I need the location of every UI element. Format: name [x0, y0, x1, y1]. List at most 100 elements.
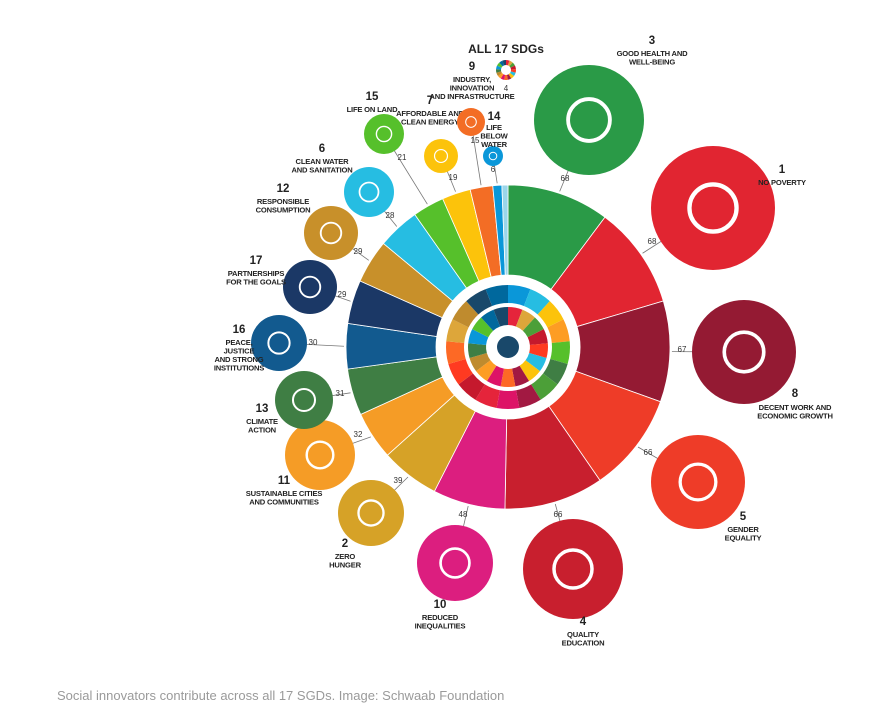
goal-number-16: 16 — [233, 324, 246, 336]
count-label-6: 28 — [386, 211, 395, 220]
goal-name-1: NO POVERTY — [758, 178, 806, 187]
count-label-4: 66 — [554, 510, 563, 519]
goal-icon-6 — [358, 181, 380, 203]
goal-icon-16 — [267, 331, 291, 355]
goal-name-16: PEACE, — [225, 338, 252, 347]
goal-name-12: CONSUMPTION — [256, 206, 311, 215]
goal-name-11: AND COMMUNITIES — [249, 498, 319, 507]
goal-bubble-14 — [483, 146, 503, 166]
goal-bubble-15 — [364, 114, 404, 154]
goal-name-14: WATER — [481, 140, 508, 149]
goal-bubble-16 — [251, 315, 307, 371]
goal-bubble-9 — [457, 108, 485, 136]
goal-bubble-7 — [424, 139, 458, 173]
goal-name-17: FOR THE GOALS — [226, 278, 286, 287]
chart-title-value: 4 — [504, 84, 509, 93]
goal-name-7: AFFORDABLE AND — [396, 109, 465, 118]
goal-name-14: LIFE — [486, 123, 502, 132]
chart-title: ALL 17 SDGs — [468, 42, 544, 56]
goal-name-4: QUALITY — [567, 630, 599, 639]
goal-name-11: SUSTAINABLE CITIES — [246, 489, 323, 498]
goal-icon-15 — [375, 125, 393, 143]
goal-number-2: 2 — [342, 538, 348, 550]
goal-name-16: INSTITUTIONS — [214, 364, 264, 373]
goal-name-9: AND INFRASTRUCTURE — [430, 92, 515, 101]
goal-bubble-1 — [651, 146, 775, 270]
goal-bubble-6 — [344, 167, 394, 217]
goal-icon-12 — [319, 221, 343, 245]
goal-name-16: AND STRONG — [214, 355, 263, 364]
goal-number-12: 12 — [277, 183, 290, 195]
goal-name-6: AND SANITATION — [291, 166, 352, 175]
goal-name-10: REDUCED — [422, 613, 459, 622]
count-label-7: 19 — [449, 173, 458, 182]
count-label-5: 66 — [644, 448, 653, 457]
goal-icon-3 — [566, 97, 612, 143]
goal-name-10: INEQUALITIES — [415, 622, 466, 631]
goal-number-4: 4 — [580, 616, 587, 628]
figure-caption: Social innovators contribute across all … — [57, 688, 505, 703]
goal-name-7: CLEAN ENERGY — [401, 118, 459, 127]
goal-name-5: EQUALITY — [725, 534, 762, 543]
goal-icon-7 — [433, 148, 449, 164]
goal-name-6: CLEAN WATER — [296, 157, 350, 166]
goal-bubble-2 — [338, 480, 404, 546]
count-label-3: 68 — [561, 174, 570, 183]
goal-bubble-13 — [275, 371, 333, 429]
goal-bubble-10 — [417, 525, 493, 601]
goal-icon-17 — [298, 275, 322, 299]
count-label-15: 21 — [398, 153, 407, 162]
count-label-11: 32 — [354, 430, 363, 439]
goal-bubble-4 — [523, 519, 623, 619]
count-label-13: 31 — [336, 389, 345, 398]
count-label-14: 6 — [491, 165, 496, 174]
sdg-ring — [345, 184, 671, 510]
goal-number-8: 8 — [792, 388, 799, 400]
goal-number-3: 3 — [649, 35, 655, 47]
goal-name-16: JUSTICE — [224, 347, 255, 356]
goal-name-12: RESPONSIBLE — [257, 197, 309, 206]
goal-number-15: 15 — [366, 91, 379, 103]
goal-bubble-12 — [304, 206, 358, 260]
goal-number-5: 5 — [740, 511, 747, 523]
center-wheel — [436, 275, 580, 419]
goal-bubble-5 — [651, 435, 745, 529]
goal-icon-5 — [678, 462, 718, 502]
goal-icon-10 — [439, 547, 471, 579]
goal-icon-14 — [488, 151, 498, 161]
goal-name-13: CLIMATE — [246, 417, 278, 426]
goal-name-2: HUNGER — [329, 561, 361, 570]
goal-name-9: INDUSTRY, — [453, 75, 491, 84]
goal-name-5: GENDER — [727, 525, 759, 534]
goal-name-3: WELL-BEING — [629, 58, 675, 67]
goal-name-4: EDUCATION — [562, 639, 605, 648]
goal-icon-1 — [687, 182, 739, 234]
goal-number-10: 10 — [434, 599, 447, 611]
goal-name-8: DECENT WORK AND — [759, 403, 832, 412]
count-label-10: 48 — [459, 510, 468, 519]
count-label-1: 68 — [648, 237, 657, 246]
goal-number-17: 17 — [250, 255, 263, 267]
goal-icon-13 — [291, 387, 317, 413]
goal-name-14: BELOW — [480, 132, 508, 141]
goal-number-6: 6 — [319, 143, 325, 155]
count-label-16: 30 — [309, 338, 318, 347]
goal-name-13: ACTION — [248, 426, 276, 435]
count-label-8: 67 — [678, 345, 687, 354]
goal-number-11: 11 — [278, 475, 291, 487]
goal-icon-9 — [465, 116, 477, 128]
goal-bubble-8 — [692, 300, 796, 404]
goal-bubble-17 — [283, 260, 337, 314]
goal-icon-11 — [305, 440, 335, 470]
goal-number-9: 9 — [469, 61, 475, 73]
goal-name-3: GOOD HEALTH AND — [617, 49, 689, 58]
goal-icon-4 — [552, 548, 594, 590]
goal-number-14: 14 — [488, 111, 501, 123]
goal-name-2: ZERO — [335, 552, 356, 561]
goal-number-7: 7 — [427, 95, 433, 107]
goal-name-8: ECONOMIC GROWTH — [757, 412, 832, 421]
goal-name-9: INNOVATION — [450, 84, 495, 93]
goal-icon-2 — [357, 499, 385, 527]
goal-name-17: PARTNERSHIPS — [228, 269, 285, 278]
